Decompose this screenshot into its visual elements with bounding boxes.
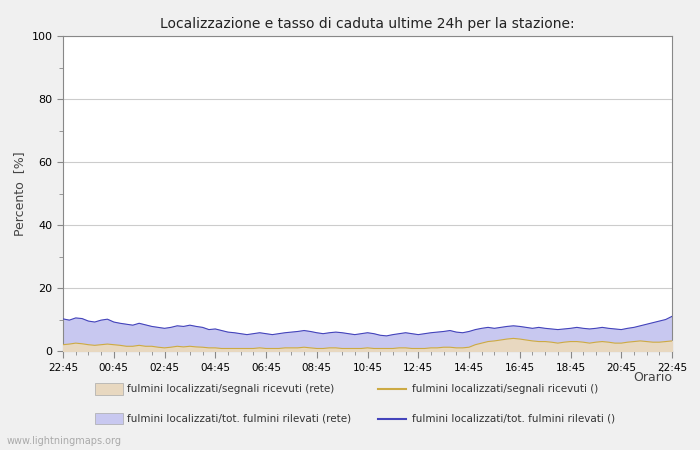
Text: fulmini localizzati/segnali ricevuti (rete): fulmini localizzati/segnali ricevuti (re…	[127, 384, 335, 394]
Text: fulmini localizzati/tot. fulmini rilevati (rete): fulmini localizzati/tot. fulmini rilevat…	[127, 414, 351, 423]
Y-axis label: Percento  [%]: Percento [%]	[13, 151, 26, 236]
Text: fulmini localizzati/segnali ricevuti (): fulmini localizzati/segnali ricevuti ()	[412, 384, 598, 394]
Text: fulmini localizzati/tot. fulmini rilevati (): fulmini localizzati/tot. fulmini rilevat…	[412, 414, 615, 423]
Title: Localizzazione e tasso di caduta ultime 24h per la stazione:: Localizzazione e tasso di caduta ultime …	[160, 17, 575, 31]
Text: www.lightningmaps.org: www.lightningmaps.org	[7, 436, 122, 446]
Text: Orario: Orario	[633, 371, 672, 384]
